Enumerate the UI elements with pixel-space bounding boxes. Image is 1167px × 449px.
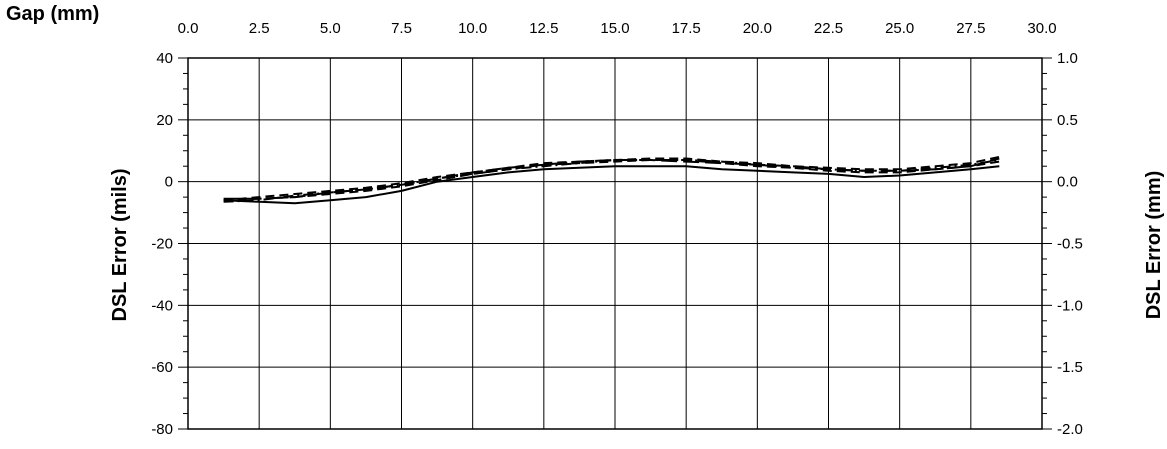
y-left-tick-label: 40 [156,50,173,67]
y-axis-left-title: DSL Error (mils) [109,169,131,322]
x-tick-label: 5.0 [320,20,341,37]
y-left-tick-label: 0 [165,174,173,191]
y-right-tick-label: 0.5 [1057,112,1078,129]
y-right-tick-label: 1.0 [1057,50,1078,67]
x-tick-label: 22.5 [814,20,843,37]
x-tick-label: 20.0 [743,20,772,37]
x-tick-label: 10.0 [458,20,487,37]
ticks-layer [178,57,1052,430]
y-right-tick-label: -1.5 [1057,359,1083,376]
labels-layer: 0.0 2.5 5.0 7.5 10.0 12.5 15.0 17.5 20.0 22.5 25.0… [151,20,1083,438]
y-left-tick-label: -40 [151,297,173,314]
x-axis-title: Gap (mm) [6,3,99,25]
y-left-tick-label: -60 [151,359,173,376]
series-layer [223,155,1000,205]
x-tick-label: 15.0 [600,20,629,37]
x-tick-label: 7.5 [391,20,412,37]
x-tick-label: 25.0 [885,20,914,37]
y-left-tick-label: -20 [151,236,173,253]
y-right-tick-label: -1.0 [1057,297,1083,314]
series-line-2 [223,159,1000,202]
y-right-tick-label: 0.0 [1057,174,1078,191]
y-right-tick-label: -0.5 [1057,236,1083,253]
x-tick-label: 27.5 [956,20,985,37]
y-left-tick-label: -80 [151,421,173,438]
x-tick-label: 30.0 [1027,20,1056,37]
x-tick-label: 0.0 [178,20,199,37]
series-line-3 [223,155,1000,202]
series-line-4 [223,159,1000,203]
y-left-tick-label: 20 [156,112,173,129]
y-axis-right-title: DSL Error (mm) [1143,171,1165,320]
x-tick-label: 17.5 [672,20,701,37]
grid-layer [188,58,1042,429]
x-tick-label: 12.5 [529,20,558,37]
y-right-tick-label: -2.0 [1057,421,1083,438]
x-tick-label: 2.5 [249,20,270,37]
series-line-1 [223,165,1000,205]
